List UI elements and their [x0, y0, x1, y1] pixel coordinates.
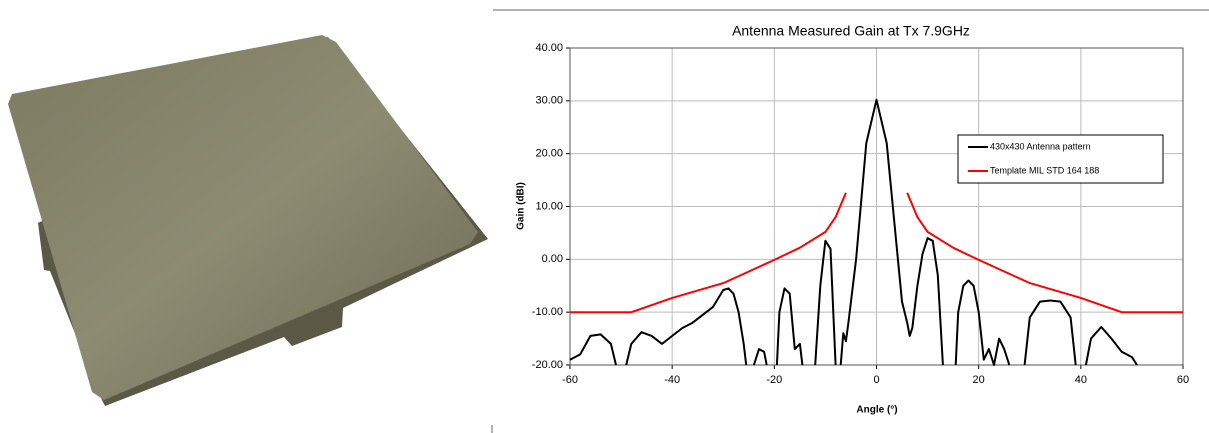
y-tick-label: 0.00: [542, 253, 563, 265]
x-tick-label: 20: [973, 374, 985, 386]
legend-label: Template MIL STD 164 188: [990, 165, 1099, 175]
x-tick-label: -60: [562, 374, 578, 386]
page: {"chart_data": {"type": "line", "title":…: [0, 0, 1209, 433]
y-tick-label: 30.00: [535, 95, 563, 107]
y-tick-label: -10.00: [532, 306, 563, 318]
y-tick-label: 10.00: [535, 200, 563, 212]
x-axis-title: Angle (°): [856, 405, 897, 416]
chart-title: Antenna Measured Gain at Tx 7.9GHz: [732, 23, 970, 39]
legend-label: 430x430 Antenna pattern: [990, 141, 1091, 151]
plot-area: -20.00 -10.00 0.00 10.00 20.00 30.00 40.00 -60 -…: [532, 42, 1189, 386]
y-axis-title: Gain (dBI): [516, 182, 527, 230]
y-tick-label: -20.00: [532, 359, 563, 371]
x-tick-label: 0: [873, 374, 879, 386]
x-tick-label: 60: [1177, 374, 1189, 386]
y-tick-label: 40.00: [535, 42, 563, 54]
antenna-photo: [8, 35, 488, 406]
figure: Antenna Measured Gain at Tx 7.9GHz Angle…: [0, 0, 1209, 433]
x-tick-label: -40: [664, 374, 680, 386]
y-tick-label: 20.00: [535, 148, 563, 160]
x-tick-label: -20: [766, 374, 782, 386]
x-tick-label: 40: [1075, 374, 1087, 386]
